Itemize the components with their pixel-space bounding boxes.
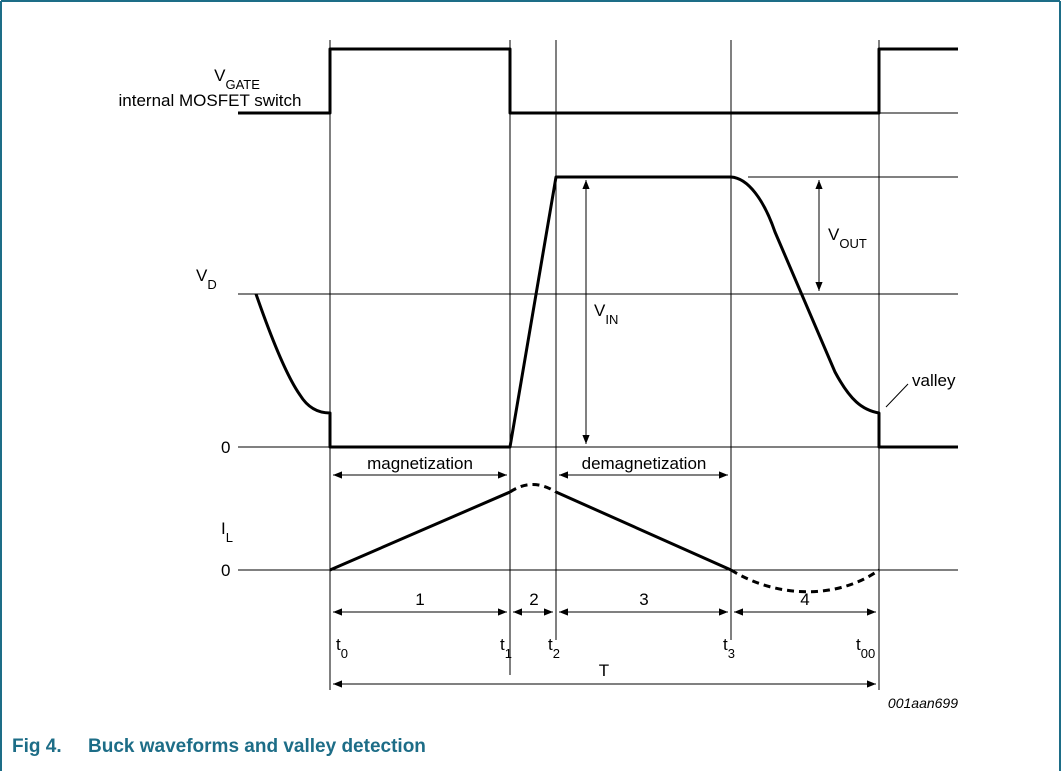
valley-label: valley	[912, 371, 956, 390]
demagnetization-label: demagnetization	[582, 454, 707, 473]
period-label: T	[599, 661, 609, 680]
figure-caption: Fig 4. Buck waveforms and valley detectio…	[12, 736, 426, 758]
vgate-waveform	[238, 47, 958, 115]
interval-1-label: 1	[415, 590, 424, 609]
t00-label: t00	[856, 635, 875, 661]
il-waveform	[329, 490, 511, 572]
il-ringing-top	[509, 483, 557, 494]
vd-waveform	[254, 175, 958, 449]
vout-label: VOUT	[828, 225, 867, 251]
interval-3-label: 3	[639, 590, 648, 609]
t0-label: t0	[336, 635, 348, 661]
interval-4-label: 4	[800, 590, 809, 609]
figure-title: Buck waveforms and valley detection	[88, 736, 426, 757]
il-waveform-fall	[555, 490, 732, 572]
reference-lines	[238, 40, 958, 690]
dimension-arrows	[333, 180, 876, 688]
figure-number: Fig 4.	[12, 736, 62, 757]
vgate-description: internal MOSFET switch	[119, 91, 302, 110]
il-label: IL	[221, 519, 233, 545]
vd-zero-label: 0	[221, 438, 230, 457]
vin-label: VIN	[594, 301, 618, 327]
figure-id: 001aan699	[888, 695, 958, 711]
magnetization-label: magnetization	[367, 454, 473, 473]
t2-label: t2	[548, 635, 560, 661]
vgate-label: VGATE	[214, 66, 260, 92]
labels: VGATE internal MOSFET switch VD 0 VOUT V…	[119, 66, 959, 711]
il-zero-label: 0	[221, 561, 230, 580]
waveforms	[238, 47, 958, 594]
valley-leader	[885, 383, 909, 408]
interval-2-label: 2	[529, 590, 538, 609]
il-ringing-bottom	[730, 568, 880, 594]
t3-label: t3	[723, 635, 735, 661]
t1-label: t1	[500, 635, 512, 661]
vd-label: VD	[196, 266, 217, 292]
